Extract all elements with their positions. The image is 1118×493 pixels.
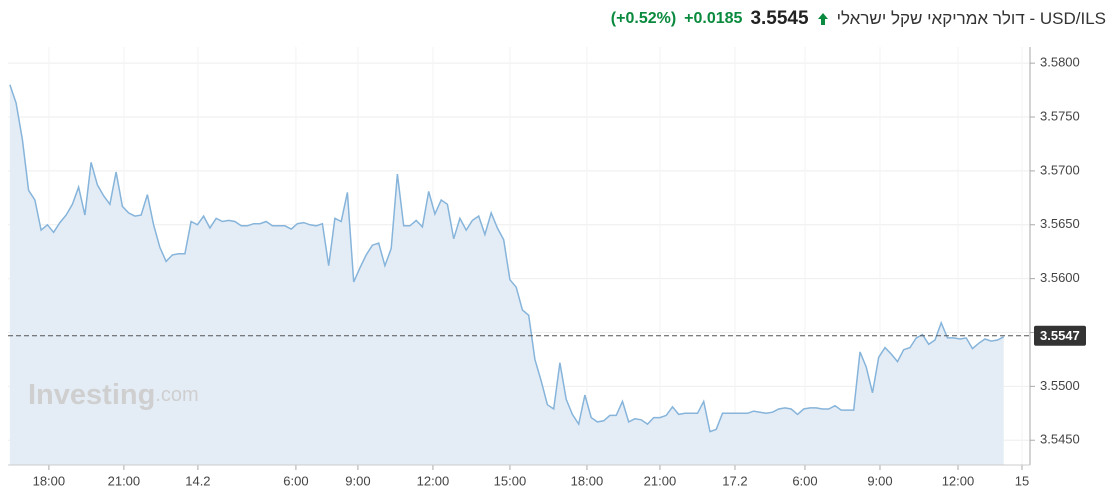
watermark-suffix: .com — [155, 384, 198, 406]
y-tick-label: 3.5750 — [1040, 108, 1080, 123]
up-arrow — [817, 13, 828, 25]
x-tick-label: 18:00 — [33, 473, 66, 488]
price: 3.5545 — [750, 8, 809, 29]
price-label-box — [1034, 325, 1086, 346]
x-tick-label: 17.2 — [722, 473, 747, 488]
watermark-brand: Investing — [28, 379, 155, 411]
x-tick-label: 12:00 — [417, 473, 450, 488]
instrument-title: USD/ILS - דולר אמריקאי שקל ישראלי — [836, 9, 1106, 28]
y-tick-label: 3.5450 — [1040, 432, 1080, 447]
x-tick-label: 14.2 — [185, 473, 210, 488]
x-tick-label: 15 — [1015, 473, 1029, 488]
y-tick-label: 3.5600 — [1040, 270, 1080, 285]
y-tick-label: 3.5500 — [1040, 378, 1080, 393]
change: +0.0185 — [684, 10, 743, 27]
price-label: 3.5547 — [1040, 328, 1080, 343]
x-tick-label: 15:00 — [494, 473, 527, 488]
x-tick-label: 18:00 — [571, 473, 604, 488]
x-tick-label: 21:00 — [108, 473, 141, 488]
area — [9, 84, 1004, 465]
x-tick-label: 12:00 — [942, 473, 975, 488]
x-tick-label: 6:00 — [283, 473, 308, 488]
change-pct: (+0.52%) — [610, 10, 677, 27]
x-tick-label: 9:00 — [345, 473, 370, 488]
plot — [8, 47, 1030, 465]
x-tick-label: 6:00 — [792, 473, 817, 488]
y-tick-label: 3.5800 — [1040, 55, 1080, 70]
x-tick-label: 9:00 — [867, 473, 892, 488]
line — [9, 84, 1005, 433]
y-tick-label: 3.5650 — [1040, 216, 1080, 231]
y-tick-label: 3.5700 — [1040, 162, 1080, 177]
x-tick-label: 21:00 — [644, 473, 677, 488]
watermark: Investing.com — [28, 379, 199, 411]
header: USD/ILS - דולר אמריקאי שקל ישראלי 3.5545… — [611, 8, 1106, 30]
